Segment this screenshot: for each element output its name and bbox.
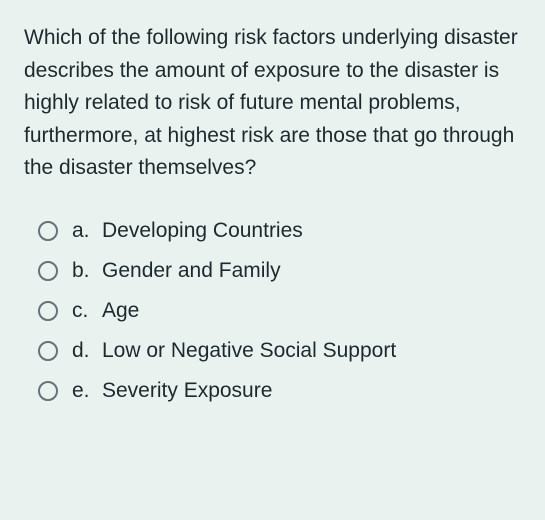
radio-icon[interactable] (38, 381, 58, 401)
options-group: a. Developing Countries b. Gender and Fa… (24, 219, 521, 403)
option-b[interactable]: b. Gender and Family (38, 259, 521, 283)
option-d[interactable]: d. Low or Negative Social Support (38, 339, 521, 363)
option-label: Severity Exposure (102, 379, 272, 403)
option-label: Low or Negative Social Support (102, 339, 396, 363)
option-a[interactable]: a. Developing Countries (38, 219, 521, 243)
radio-icon[interactable] (38, 261, 58, 281)
option-e[interactable]: e. Severity Exposure (38, 379, 521, 403)
option-letter: c. (72, 299, 102, 323)
option-c[interactable]: c. Age (38, 299, 521, 323)
radio-icon[interactable] (38, 341, 58, 361)
radio-icon[interactable] (38, 221, 58, 241)
option-letter: d. (72, 339, 102, 363)
option-label: Gender and Family (102, 259, 281, 283)
option-letter: b. (72, 259, 102, 283)
option-label: Age (102, 299, 139, 323)
option-label: Developing Countries (102, 219, 303, 243)
question-panel: Which of the following risk factors unde… (0, 0, 545, 520)
option-letter: a. (72, 219, 102, 243)
question-text: Which of the following risk factors unde… (24, 22, 521, 185)
option-letter: e. (72, 379, 102, 403)
radio-icon[interactable] (38, 301, 58, 321)
